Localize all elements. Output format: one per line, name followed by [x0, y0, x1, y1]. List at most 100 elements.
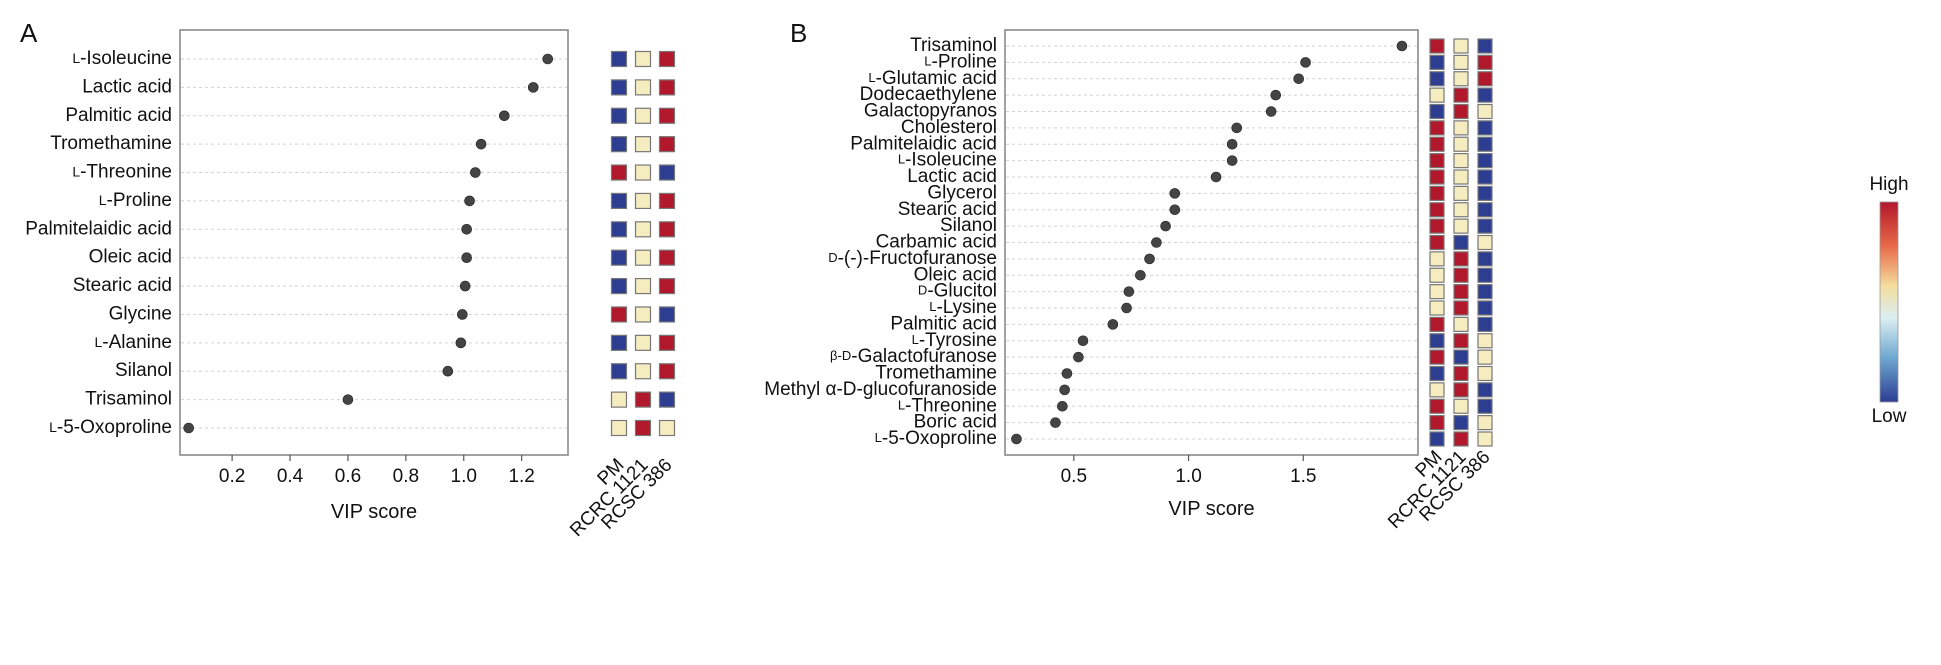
- row-label-glycerol: Glycerol: [927, 182, 997, 203]
- row-label-l-tyrosine-name: -Tyrosine: [919, 330, 997, 351]
- heat-cell-palmitelaidic-acid-rcrc-1121: [1453, 136, 1469, 152]
- heat-cell-l-isoleucine-rcsc-386: [1477, 153, 1493, 169]
- point-l-5-oxoproline: [183, 422, 194, 434]
- heat-cell-l-alanine-pm: [610, 334, 628, 351]
- point-cholesterol: [1231, 122, 1243, 134]
- x-tick-label: 0.4: [277, 466, 304, 487]
- heat-cell-l-5-oxoproline-rcsc-386: [658, 419, 676, 437]
- heat-cell-palmitic-acid-rcsc-386: [1477, 316, 1493, 332]
- heat-cell-l-threonine-rcsc-386: [1477, 398, 1493, 414]
- row-label-palmitic-acid: Palmitic acid: [890, 313, 997, 334]
- row-label-oleic-acid-name: Oleic acid: [89, 247, 172, 268]
- heat-cell-palmitelaidic-acid-pm: [1429, 136, 1445, 152]
- point-palmitelaidic-acid: [461, 224, 472, 235]
- heat-cell-galactopyranos-rcrc-1121: [1453, 103, 1469, 120]
- row-label-d-glucitol: D-Glucitol: [918, 281, 997, 302]
- row-label-galactopyranos-name: Galactopyranos: [864, 101, 997, 122]
- heat-cell-trisaminol-rcrc-1121: [634, 391, 652, 408]
- row-label-l-proline-prefix: L: [99, 192, 107, 208]
- x-tick-label: 0.8: [393, 466, 419, 487]
- heat-cell-silanol-rcrc-1121: [634, 363, 652, 380]
- heat-cell-l-isoleucine-rcsc-386: [658, 50, 676, 68]
- row-label-l-proline-prefix: L: [924, 54, 931, 69]
- heat-cell-palmitic-acid-rcrc-1121: [1453, 316, 1469, 332]
- row-label-cholesterol: Cholesterol: [901, 117, 997, 138]
- row-label-tromethamine-name: Tromethamine: [50, 133, 172, 154]
- heat-cell-silanol-rcrc-1121: [1453, 218, 1469, 234]
- heat-cell-l-threonine-rcsc-386: [658, 164, 676, 181]
- row-label-l-glutamic-acid-name: -Glutamic acid: [876, 68, 997, 89]
- heat-cell-tromethamine-rcrc-1121: [1453, 365, 1469, 382]
- point-tromethamine: [475, 138, 487, 150]
- heat-cell-palmitic-acid-rcsc-386: [658, 107, 676, 124]
- point-palmitelaidic-acid: [1226, 138, 1238, 150]
- heat-cell-dodecaethylene-pm: [1429, 87, 1445, 103]
- heat-cell-stearic-acid-rcsc-386: [1477, 202, 1493, 218]
- row-label-l-glutamic-acid-prefix: L: [868, 70, 875, 85]
- heat-cell-d-galactofuranose-pm: [1429, 349, 1445, 365]
- heat-cell-glycerol-rcsc-386: [1477, 185, 1493, 201]
- heat-cell-stearic-acid-rcrc-1121: [634, 277, 652, 295]
- heat-cell-oleic-acid-rcrc-1121: [1453, 267, 1469, 283]
- heat-cell-l-isoleucine-rcrc-1121: [1453, 153, 1469, 169]
- heat-cell-l-tyrosine-rcsc-386: [1477, 333, 1493, 349]
- x-tick-label: 0.2: [219, 466, 245, 487]
- heat-cell-boric-acid-rcrc-1121: [1453, 415, 1469, 431]
- heat-cell-glycine-rcsc-386: [658, 306, 676, 323]
- row-label-lactic-acid: Lactic acid: [907, 166, 997, 187]
- heat-cell-silanol-pm: [610, 363, 628, 380]
- row-label-trisaminol: Trisaminol: [85, 389, 172, 410]
- row-label-l-tyrosine: L-Tyrosine: [912, 330, 997, 351]
- row-label-l-isoleucine-prefix: L: [72, 50, 80, 66]
- heat-cell-l-threonine-rcrc-1121: [1453, 398, 1469, 414]
- heat-cell-lactic-acid-rcsc-386: [1477, 169, 1493, 185]
- row-label-d-galactofuranose: β-D-Galactofuranose: [830, 346, 997, 367]
- row-label-carbamic-acid: Carbamic acid: [876, 232, 997, 253]
- row-label-silanol-name: Silanol: [115, 360, 172, 381]
- heat-cell-palmitelaidic-acid-pm: [610, 221, 628, 238]
- panel-letter: B: [790, 18, 807, 48]
- heat-cell-silanol-rcsc-386: [1477, 218, 1493, 234]
- heat-cell-palmitic-acid-pm: [1429, 316, 1445, 332]
- row-label-l-isoleucine: L-Isoleucine: [898, 150, 997, 171]
- point-palmitic-acid: [1107, 319, 1119, 330]
- point-silanol: [442, 365, 454, 377]
- heat-cell-glycine-pm: [610, 306, 628, 323]
- heat-cell-oleic-acid-rcrc-1121: [634, 249, 652, 266]
- row-label-l-isoleucine: L-Isoleucine: [72, 48, 172, 69]
- row-label-l-threonine-prefix: L: [72, 163, 80, 179]
- row-label-l-threonine-prefix: L: [898, 398, 905, 413]
- row-label-l-alanine-name: -Alanine: [102, 332, 172, 353]
- row-label-galactopyranos: Galactopyranos: [864, 101, 997, 122]
- row-label-l-5-oxoproline-name: -5-Oxoproline: [882, 428, 997, 449]
- heat-cell-oleic-acid-pm: [610, 249, 628, 266]
- row-label-stearic-acid: Stearic acid: [73, 275, 172, 296]
- point-trisaminol: [1396, 40, 1408, 52]
- row-label-oleic-acid: Oleic acid: [89, 247, 172, 268]
- heat-cell-l-proline-rcrc-1121: [1453, 54, 1469, 70]
- heat-cell-cholesterol-rcrc-1121: [1453, 120, 1469, 136]
- row-label-trisaminol: Trisaminol: [910, 35, 997, 56]
- row-label-palmitelaidic-acid-name: Palmitelaidic acid: [25, 218, 172, 239]
- heat-cell-stearic-acid-pm: [610, 277, 628, 295]
- x-tick-label: 0.5: [1061, 466, 1087, 487]
- row-label-glycine: Glycine: [109, 303, 172, 324]
- row-label-dodecaethylene: Dodecaethylene: [860, 84, 997, 105]
- heat-cell-l-threonine-pm: [1429, 398, 1445, 414]
- point-l-tyrosine: [1077, 335, 1089, 347]
- row-label-stearic-acid: Stearic acid: [898, 199, 997, 220]
- row-label-tromethamine: Tromethamine: [50, 133, 172, 154]
- x-axis-title: VIP score: [331, 501, 417, 523]
- point-methyl-d-glucofuranoside: [1059, 384, 1070, 396]
- point-l-alanine: [455, 337, 467, 349]
- heat-cell-l-lysine-pm: [1429, 300, 1445, 316]
- heat-cell-oleic-acid-pm: [1429, 267, 1445, 283]
- row-label-palmitic-acid: Palmitic acid: [65, 105, 172, 126]
- heat-cell-trisaminol-rcsc-386: [1477, 38, 1493, 54]
- row-label-l-lysine-name: -Lysine: [936, 297, 997, 318]
- heat-cell-l-proline-rcsc-386: [1477, 54, 1493, 70]
- heat-cell-l-lysine-rcsc-386: [1477, 300, 1493, 316]
- row-label-lactic-acid: Lactic acid: [82, 76, 172, 97]
- row-label-stearic-acid-name: Stearic acid: [898, 199, 997, 220]
- heat-cell-carbamic-acid-pm: [1429, 234, 1445, 251]
